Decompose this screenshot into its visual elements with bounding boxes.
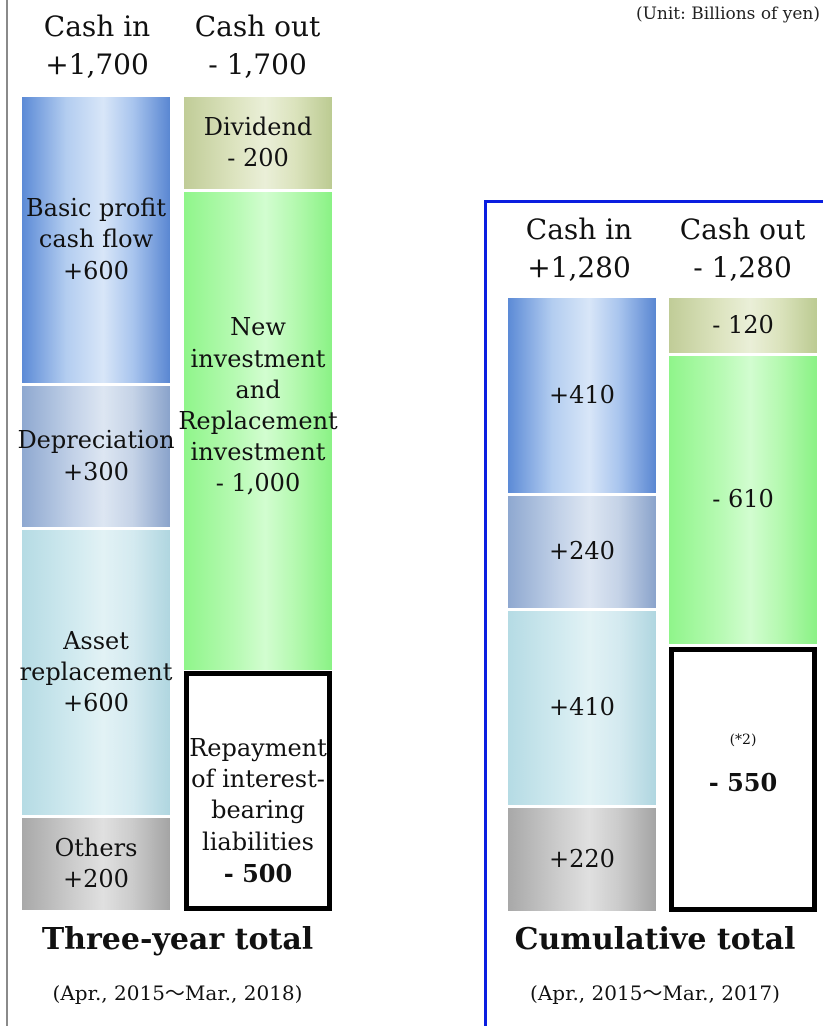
left-panel-border xyxy=(0,0,8,1026)
bar-segment-dividend: - 120 xyxy=(669,298,817,353)
chart-title: Three-year total xyxy=(41,922,314,957)
bar-segment-basic-profit: +410 xyxy=(508,298,656,493)
segment-value: +300 xyxy=(63,457,129,486)
segment-value: +410 xyxy=(549,693,615,722)
cash-out-header-label: Cash out xyxy=(679,213,806,246)
segment-value: - 200 xyxy=(227,144,289,172)
bar-segment-asset-replacement: Asset replacement +600 xyxy=(19,530,173,815)
cash-in-header: Cash in +1,280 xyxy=(505,211,653,287)
segment-label: investment xyxy=(190,438,326,467)
bar-segment-asset-replacement: +410 xyxy=(508,611,656,805)
cash-in-total: +1,700 xyxy=(45,48,149,81)
chart-period: (Apr., 2015～Mar., 2018) xyxy=(52,981,303,1005)
cash-out-total: - 1,280 xyxy=(693,251,792,284)
segment-label: Dividend xyxy=(203,112,313,141)
cash-in-header-label: Cash in xyxy=(525,213,633,246)
segment-value: +220 xyxy=(549,844,615,873)
cash-out-header: Cash out - 1,700 xyxy=(180,8,335,84)
segment-value: - 1,000 xyxy=(215,469,301,498)
segment-label: cash flow xyxy=(38,225,154,254)
bar-segment-new-investment: - 610 xyxy=(669,356,817,644)
segment-value: +600 xyxy=(63,256,129,285)
segment-label: Repayment xyxy=(189,734,327,763)
segment-value: +410 xyxy=(549,380,615,409)
bar-segment-others: Others +200 xyxy=(22,818,170,910)
cash-out-header: Cash out - 1,280 xyxy=(665,211,820,287)
segment-value: - 500 xyxy=(223,858,293,888)
segment-label: of interest- xyxy=(191,765,325,794)
bar-segment-basic-profit: Basic profit cash flow +600 xyxy=(22,97,170,383)
segment-value: - 120 xyxy=(712,310,774,339)
segment-label: replacement xyxy=(19,657,173,686)
footnote-marker: (*2) xyxy=(729,731,757,748)
bar-segment-new-investment: New investment and Replacement investmen… xyxy=(178,192,338,670)
segment-label: Asset xyxy=(63,626,129,655)
cash-out-header-label: Cash out xyxy=(194,10,321,43)
segment-value: +200 xyxy=(63,865,129,893)
bar-segment-dividend: Dividend - 200 xyxy=(184,97,332,189)
cash-out-total: - 1,700 xyxy=(208,48,307,81)
segment-value: - 610 xyxy=(712,485,774,514)
bar-segment-others: +220 xyxy=(508,808,656,911)
bar-segment-depreciation: Depreciation +300 xyxy=(17,386,175,527)
segment-label: investment xyxy=(190,344,326,373)
segment-label: and xyxy=(235,375,281,404)
chart-title: Cumulative total xyxy=(514,922,796,957)
cumulative-panel-border xyxy=(484,200,823,1026)
segment-value: - 550 xyxy=(708,768,778,797)
segment-label: bearing xyxy=(211,796,305,825)
cash-in-header: Cash in +1,700 xyxy=(22,8,172,84)
cash-in-header-label: Cash in xyxy=(43,10,151,43)
segment-value: +240 xyxy=(549,537,615,566)
segment-label: Basic profit xyxy=(26,194,166,223)
bar-segment-repayment: Repayment of interest- bearing liabiliti… xyxy=(184,671,332,911)
cash-in-total: +1,280 xyxy=(527,251,631,284)
unit-label: (Unit: Billions of yen) xyxy=(635,4,820,24)
segment-label: New xyxy=(230,313,286,342)
bar-segment-repayment: (*2) - 550 xyxy=(669,647,817,912)
segment-label: liabilities xyxy=(202,827,314,856)
segment-label: Depreciation xyxy=(17,426,175,455)
segment-label: Replacement xyxy=(178,407,338,435)
bar-segment-depreciation: +240 xyxy=(508,496,656,608)
segment-label: Others xyxy=(54,833,138,862)
chart-period: (Apr., 2015～Mar., 2017) xyxy=(530,981,780,1005)
segment-value: +600 xyxy=(63,689,129,718)
